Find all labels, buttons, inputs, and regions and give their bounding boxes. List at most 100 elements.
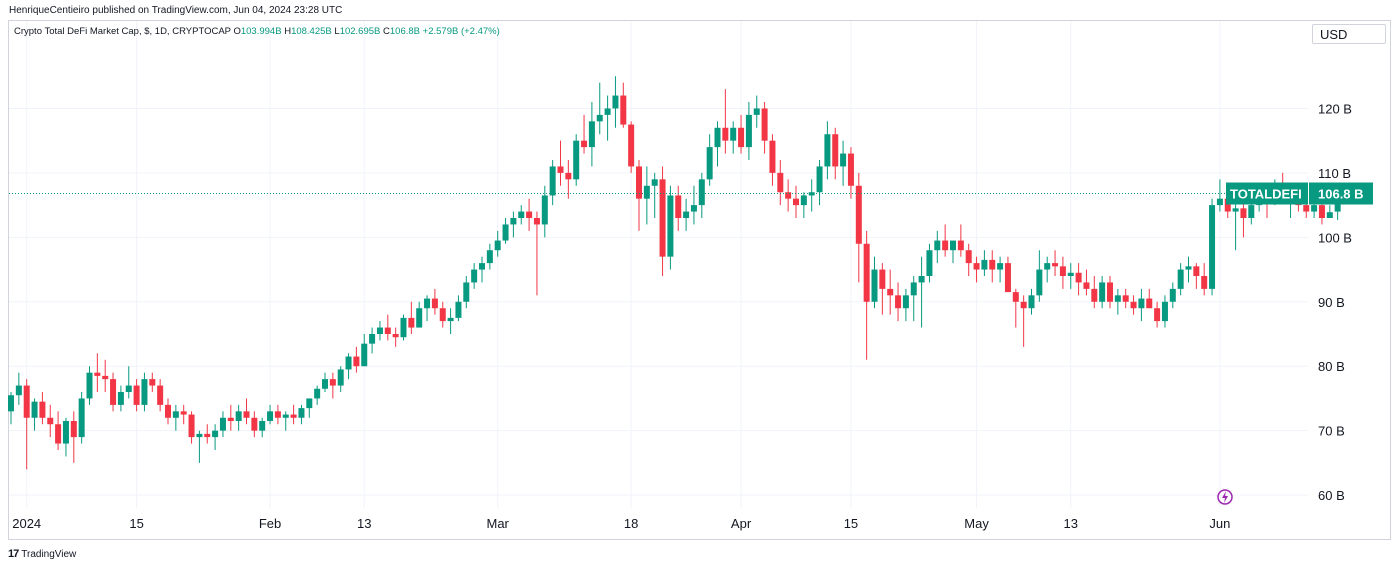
y-tick-label: 90 B <box>1318 295 1345 310</box>
y-tick-label: 80 B <box>1318 359 1345 374</box>
candle-body <box>376 327 383 334</box>
candle-body <box>1161 301 1168 322</box>
price-tag-symbol-bg <box>1226 182 1308 205</box>
candle-body <box>196 433 203 438</box>
candle-body <box>1028 295 1035 309</box>
candle-body <box>824 134 831 167</box>
candle-body <box>1232 208 1239 212</box>
legend-low-label: L <box>334 26 340 37</box>
candle-body <box>879 269 886 289</box>
candle-body <box>494 240 501 251</box>
candle-body <box>800 195 807 206</box>
candle-body <box>31 401 38 418</box>
candle-body <box>745 114 752 148</box>
candle-body <box>125 385 132 392</box>
candle-body <box>329 379 336 386</box>
candle-body <box>769 140 776 173</box>
legend-high-label: H <box>284 26 292 37</box>
candle-body <box>110 379 117 405</box>
y-axis: 60 B 70 B 80 B 90 B 100 B 110 B 120 B <box>1318 101 1352 503</box>
candle-body <box>533 218 540 225</box>
x-axis: 2024 15 Feb 13 Mar 18 Apr 15 May 13 Jun <box>12 516 1230 531</box>
candle-body <box>997 263 1004 270</box>
candle-body <box>78 398 85 438</box>
candle-body <box>94 372 101 376</box>
candle-body <box>62 421 69 444</box>
x-tick-label: Apr <box>731 516 752 531</box>
x-tick-label: 18 <box>624 516 638 531</box>
candle-body <box>989 259 996 270</box>
price-tag-value-bg <box>1309 182 1373 205</box>
candle-body <box>259 421 266 431</box>
candle-body <box>887 288 894 296</box>
candle-body <box>1209 205 1216 289</box>
candle-body <box>361 343 368 367</box>
candle-body <box>1326 212 1333 218</box>
candle-body <box>1083 282 1090 289</box>
candle-body <box>1099 282 1106 302</box>
candle-body <box>416 308 423 328</box>
candle-body <box>322 379 328 389</box>
candle-body <box>596 114 603 122</box>
candle-body <box>636 166 642 199</box>
legend-open-label: O <box>233 26 241 37</box>
price-tag-value: 106.8 B <box>1318 187 1364 202</box>
candle-body <box>565 172 572 180</box>
candle-body <box>1067 272 1074 276</box>
candle-body <box>942 240 949 251</box>
candle-body <box>777 172 784 193</box>
candle-body <box>471 269 478 283</box>
candle-body <box>502 224 509 241</box>
lightning-icon-bolt <box>1222 491 1228 503</box>
candle-body <box>1154 308 1161 322</box>
candle-body <box>1193 266 1200 276</box>
candle-body <box>659 179 666 257</box>
candle-body <box>86 372 93 399</box>
lightning-icon[interactable] <box>1217 489 1233 505</box>
candle-body <box>463 282 470 302</box>
legend-close-label: C <box>383 26 390 37</box>
tradingview-logo-icon: 17 <box>8 548 19 560</box>
candle-body <box>251 417 258 431</box>
candle-body <box>290 414 297 418</box>
candle-body <box>1122 295 1129 302</box>
candle-body <box>1146 298 1153 309</box>
candle-body <box>816 166 823 193</box>
candle-body <box>581 140 588 148</box>
candle-body <box>23 385 30 418</box>
x-tick-label: Jun <box>1209 516 1230 531</box>
candle-body <box>918 276 925 283</box>
candle-body <box>628 124 635 167</box>
candle-body <box>863 243 870 302</box>
candle-body <box>667 195 674 257</box>
x-tick-label: 13 <box>357 516 371 531</box>
grid-lines <box>9 21 1308 508</box>
candle-body <box>117 392 124 405</box>
candle-body <box>588 121 595 148</box>
candle-body <box>408 317 415 328</box>
candle-body <box>793 198 799 206</box>
candle-body <box>981 259 988 270</box>
candle-body <box>274 411 281 418</box>
candle-body <box>1303 205 1310 212</box>
candle-body <box>243 411 250 418</box>
candle-body <box>510 218 517 225</box>
candle-body <box>895 295 902 309</box>
footer-brand[interactable]: 17 TradingView <box>8 548 76 560</box>
published-line: HenriqueCentieiro published on TradingVi… <box>9 5 343 16</box>
candle-body <box>314 388 321 399</box>
legend-close-value: 106.8B <box>389 26 421 37</box>
candle-body <box>832 134 839 167</box>
legend-low-value: 102.695B <box>339 26 381 37</box>
candle-body <box>557 166 564 173</box>
candle-body <box>306 398 313 409</box>
candle-body <box>1318 205 1325 218</box>
currency-button[interactable]: USD <box>1312 24 1386 44</box>
candle-body <box>400 317 407 338</box>
candle-body <box>180 411 187 415</box>
candle-body <box>1012 292 1019 302</box>
candle-body <box>102 375 109 380</box>
x-tick-label: May <box>964 516 989 531</box>
candle-body <box>298 408 305 418</box>
